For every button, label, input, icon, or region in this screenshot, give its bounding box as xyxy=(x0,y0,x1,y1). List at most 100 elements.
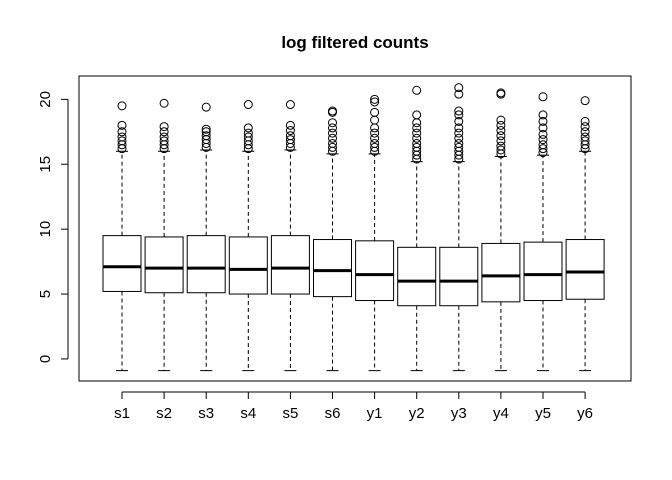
outlier-point xyxy=(580,136,590,146)
outlier-point xyxy=(538,129,548,139)
box-body xyxy=(355,240,395,302)
outlier-point xyxy=(580,116,590,126)
outlier-point xyxy=(454,128,464,138)
x-tick-label: s5 xyxy=(282,405,298,422)
outlier-point xyxy=(243,100,253,110)
outlier-point xyxy=(159,136,169,146)
outlier-point xyxy=(285,135,295,145)
outlier-point xyxy=(454,116,464,126)
outlier-point xyxy=(412,138,422,148)
box-y3 xyxy=(439,83,479,372)
outlier-point xyxy=(328,128,337,138)
outlier-point xyxy=(370,97,380,107)
boxes-group xyxy=(102,83,605,372)
x-tick-label: s2 xyxy=(156,405,172,422)
outlier-point xyxy=(538,110,548,120)
box-body xyxy=(565,239,605,300)
box-s4 xyxy=(228,100,268,372)
outlier-point xyxy=(454,138,464,148)
outlier-point xyxy=(412,110,422,120)
x-tick-label: y2 xyxy=(409,405,425,422)
outlier-point xyxy=(370,128,380,138)
box-s3 xyxy=(186,102,226,372)
x-tick-label: y3 xyxy=(451,405,467,422)
outlier-point xyxy=(538,135,548,145)
outlier-point xyxy=(454,142,464,152)
outlier-point xyxy=(538,144,548,154)
outlier-point xyxy=(538,140,548,150)
box-body xyxy=(102,235,142,292)
outlier-point xyxy=(328,138,337,148)
outlier-point xyxy=(496,141,506,151)
y-tick-label: 10 xyxy=(37,221,54,238)
x-tick-label: y6 xyxy=(577,405,593,422)
outlier-point xyxy=(496,131,506,141)
box-y1 xyxy=(355,94,395,372)
outlier-point xyxy=(243,132,253,142)
outlier-point xyxy=(412,133,422,143)
outlier-point xyxy=(117,127,127,137)
outlier-point xyxy=(285,131,295,141)
outlier-point xyxy=(538,123,548,133)
outlier-point xyxy=(454,106,464,116)
outlier-point xyxy=(370,133,380,143)
box-body xyxy=(439,246,479,307)
outlier-point xyxy=(328,133,337,143)
y-tick-label: 20 xyxy=(37,91,54,108)
box-y6 xyxy=(565,96,605,372)
outlier-point xyxy=(201,102,211,112)
y-axis: 0 5 10 15 20 xyxy=(37,91,69,363)
box-body xyxy=(523,241,563,302)
box-body xyxy=(481,242,521,303)
outlier-point xyxy=(285,126,295,136)
outlier-point xyxy=(370,123,380,133)
outlier-point xyxy=(496,115,506,125)
outlier-point xyxy=(370,115,380,125)
outlier-point xyxy=(454,123,464,133)
x-tick-label: s6 xyxy=(325,405,341,422)
outlier-point xyxy=(201,127,211,137)
outlier-point xyxy=(159,132,169,142)
outlier-point xyxy=(243,128,253,138)
box-s2 xyxy=(144,98,184,372)
x-tick-label: s3 xyxy=(198,405,214,422)
y-tick-label: 0 xyxy=(37,355,54,363)
box-body xyxy=(397,246,437,307)
box-y5 xyxy=(523,92,563,372)
box-body xyxy=(186,235,226,294)
outlier-point xyxy=(328,123,337,133)
outlier-point xyxy=(580,127,590,137)
outlier-point xyxy=(117,120,127,130)
outlier-point xyxy=(159,98,169,108)
outlier-point xyxy=(496,120,506,130)
outlier-point xyxy=(285,120,295,130)
outlier-point xyxy=(412,128,422,138)
box-y2 xyxy=(397,85,437,372)
outlier-point xyxy=(159,122,169,132)
x-tick-label: s4 xyxy=(240,405,256,422)
box-s1 xyxy=(102,101,142,372)
box-body xyxy=(270,235,310,295)
chart-title: log filtered counts xyxy=(281,33,428,52)
outlier-point xyxy=(496,126,506,136)
box-y4 xyxy=(481,88,521,372)
x-axis: s1 s2 s3 s4 s5 s6 y1 y2 y3 y4 y5 y6 xyxy=(114,391,593,422)
plot-frame xyxy=(78,75,632,382)
box-s6 xyxy=(313,106,352,372)
outlier-point xyxy=(412,85,422,95)
x-tick-label: y5 xyxy=(535,405,551,422)
outlier-point xyxy=(580,96,590,106)
y-tick-label: 15 xyxy=(37,156,54,173)
outlier-point xyxy=(412,142,422,152)
outlier-point xyxy=(538,92,548,102)
box-body xyxy=(313,239,352,298)
outlier-point xyxy=(538,116,548,126)
outlier-point xyxy=(496,89,506,99)
outlier-point xyxy=(412,118,422,128)
y-tick-label: 5 xyxy=(37,290,54,298)
outlier-point xyxy=(328,106,337,116)
outlier-point xyxy=(454,89,464,99)
outlier-point xyxy=(285,100,295,110)
outlier-point xyxy=(580,122,590,132)
outlier-point xyxy=(370,107,380,117)
